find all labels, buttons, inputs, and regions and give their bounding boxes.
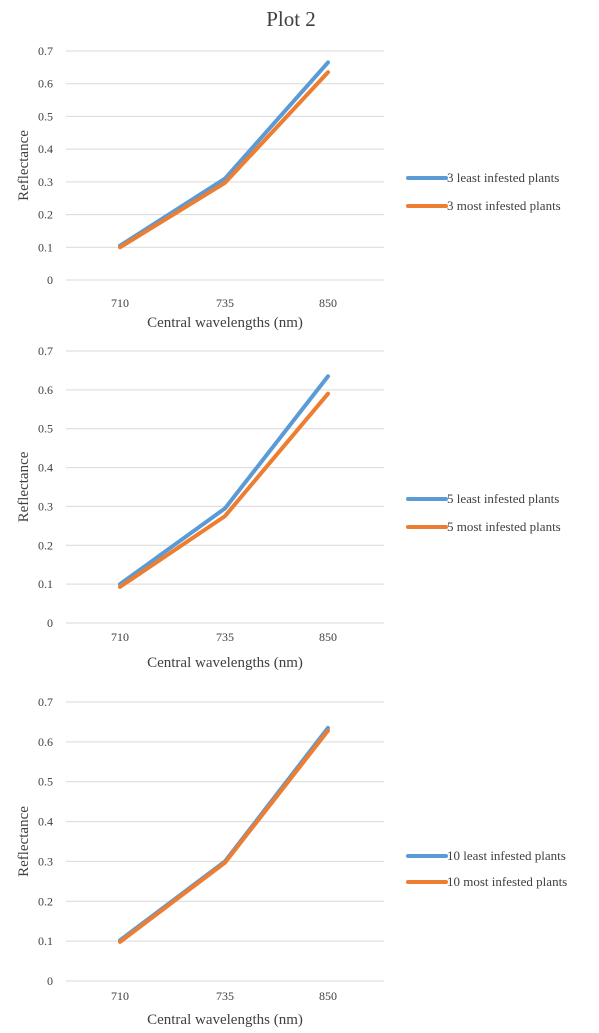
- x-axis-label: Central wavelengths (nm): [147, 315, 303, 331]
- y-tick-label: 0.6: [38, 383, 53, 397]
- x-tick-label: 710: [111, 296, 129, 310]
- series-line-least: [118, 60, 330, 248]
- y-tick-label: 0.7: [38, 695, 53, 709]
- y-tick-label: 0.1: [38, 577, 53, 591]
- y-tick-label: 0.4: [38, 815, 53, 829]
- legend-label: 3 most infested plants: [447, 198, 561, 213]
- series-line-most: [118, 391, 330, 589]
- chart-panels: 0 0.1 0.2 0.3 0.4 0.5 0.6 0.7 710 735 850 Central w…: [16, 44, 567, 1028]
- y-tick-label: 0.6: [38, 735, 53, 749]
- legend-label: 5 most infested plants: [447, 519, 561, 534]
- y-tick-label: 0.6: [38, 77, 53, 91]
- x-tick-label: 850: [319, 989, 337, 1003]
- y-axis-label: Reflectance: [16, 130, 32, 201]
- series-line-least: [118, 374, 330, 587]
- chart-panel-2: 0 0.1 0.2 0.3 0.4 0.5 0.6 0.7 710 735 850 Central w…: [16, 344, 561, 671]
- y-tick-label: 0.3: [38, 854, 53, 868]
- y-tick-label: 0.5: [38, 422, 53, 436]
- x-tick-label: 850: [319, 630, 337, 644]
- y-tick-label: 0.4: [38, 461, 53, 475]
- x-axis-label: Central wavelengths (nm): [147, 1012, 303, 1028]
- y-axis-label: Reflectance: [16, 806, 32, 877]
- y-tick-label: 0.4: [38, 142, 53, 156]
- y-tick-label: 0.7: [38, 44, 53, 58]
- y-tick-label: 0.5: [38, 775, 53, 789]
- legend-label: 10 least infested plants: [447, 848, 566, 863]
- x-tick-label: 735: [216, 630, 234, 644]
- y-tick-label: 0.5: [38, 109, 53, 123]
- series-line-most: [118, 728, 330, 944]
- y-tick-label: 0.3: [38, 499, 53, 513]
- y-tick-label: 0: [47, 273, 53, 287]
- y-tick-label: 0.1: [38, 240, 53, 254]
- x-tick-label: 710: [111, 989, 129, 1003]
- y-tick-label: 0.2: [38, 894, 53, 908]
- series-line-least: [118, 725, 330, 943]
- y-tick-label: 0.1: [38, 934, 53, 948]
- x-axis-label: Central wavelengths (nm): [147, 655, 303, 671]
- y-tick-label: 0.2: [38, 538, 53, 552]
- x-tick-label: 735: [216, 989, 234, 1003]
- legend-label: 5 least infested plants: [447, 491, 559, 506]
- legend-label: 10 most infested plants: [447, 874, 567, 889]
- y-tick-label: 0: [47, 616, 53, 630]
- y-tick-label: 0: [47, 974, 53, 988]
- y-tick-label: 0.2: [38, 208, 53, 222]
- figure-title: Plot 2: [266, 7, 316, 31]
- x-tick-label: 850: [319, 296, 337, 310]
- y-axis-label: Reflectance: [16, 451, 32, 522]
- legend-label: 3 least infested plants: [447, 170, 559, 185]
- x-tick-label: 710: [111, 630, 129, 644]
- chart-panel-1: 0 0.1 0.2 0.3 0.4 0.5 0.6 0.7 710 735 850 Central w…: [16, 44, 561, 331]
- y-tick-label: 0.3: [38, 175, 53, 189]
- x-tick-label: 735: [216, 296, 234, 310]
- y-tick-label: 0.7: [38, 344, 53, 358]
- chart-panel-3: 0 0.1 0.2 0.3 0.4 0.5 0.6 0.7 710 735 850 Central w…: [16, 695, 567, 1028]
